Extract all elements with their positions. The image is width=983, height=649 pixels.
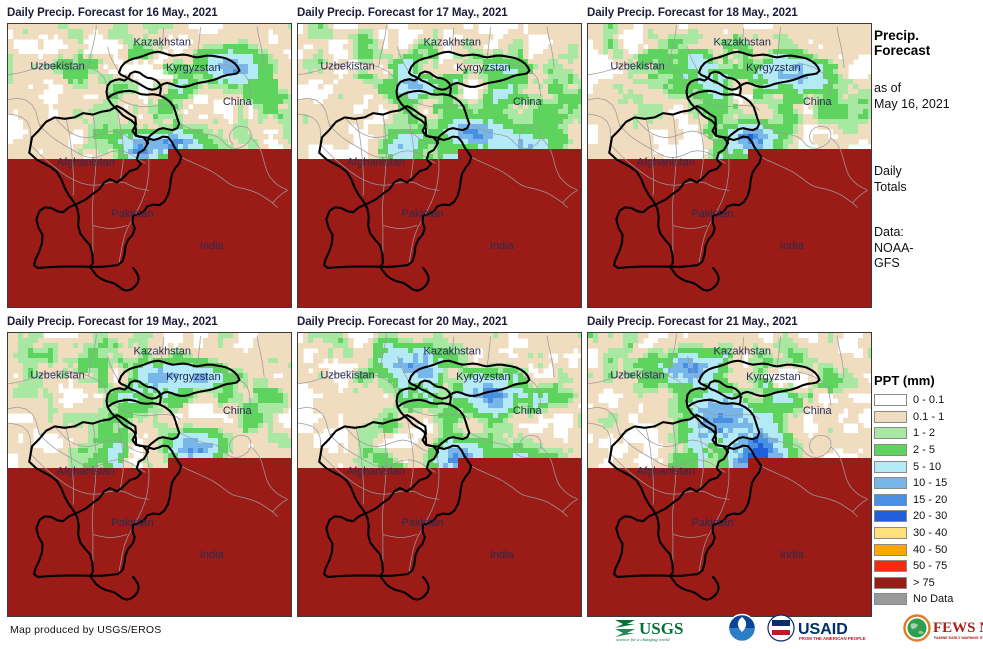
legend-swatch	[874, 527, 907, 540]
legend-swatch	[874, 394, 907, 407]
legend-label: 10 - 15	[913, 477, 948, 490]
panel-title: Daily Precip. Forecast for 17 May., 2021	[297, 7, 508, 19]
figure-title-line2: Forecast	[874, 43, 931, 58]
legend-row: 30 - 40	[874, 525, 983, 542]
legend-label: 30 - 40	[913, 527, 948, 540]
precip-raster-canvas	[588, 333, 871, 616]
legend-label: 0 - 0.1	[913, 394, 945, 407]
data-source-line1: Data:	[874, 225, 904, 239]
period-line2: Totals	[874, 179, 907, 194]
panel-title: Daily Precip. Forecast for 18 May., 2021	[587, 7, 798, 19]
asof-line2: May 16, 2021	[874, 96, 950, 111]
legend-swatch	[874, 477, 907, 490]
legend-rows: 0 - 0.1 0.1 - 1 1 - 2 2 - 5 5 - 10 10 - 15 15 …	[874, 392, 983, 608]
panel-title: Daily Precip. Forecast for 16 May., 2021	[7, 7, 218, 19]
legend-row: 0 - 0.1	[874, 392, 983, 409]
precip-raster-canvas	[298, 24, 581, 307]
legend-swatch	[874, 460, 907, 473]
legend-row: 2 - 5	[874, 442, 983, 459]
legend-label: 0.1 - 1	[913, 410, 945, 423]
panel-map-frame	[587, 23, 872, 308]
legend-row: > 75	[874, 575, 983, 592]
fewsnet-logo: FEWS NET FAMINE EARLY WARNING SYSTEMS NE…	[903, 613, 983, 643]
legend-row: 20 - 30	[874, 508, 983, 525]
legend-label: 5 - 10	[913, 460, 942, 473]
legend-swatch	[874, 510, 907, 523]
legend-label: 40 - 50	[913, 543, 948, 556]
legend-swatch	[874, 493, 907, 506]
noaa-logo	[727, 613, 757, 643]
legend-row: 40 - 50	[874, 541, 983, 558]
svg-text:USGS: USGS	[639, 619, 683, 638]
panel-map-frame	[7, 23, 292, 308]
svg-text:USAID: USAID	[798, 621, 848, 638]
logo-bar: USGS science for a changing world USAID …	[613, 613, 983, 643]
legend-label: 15 - 20	[913, 493, 948, 506]
legend-label: No Data	[913, 593, 954, 606]
legend-swatch	[874, 593, 907, 606]
svg-text:FAMINE EARLY WARNING SYSTEMS N: FAMINE EARLY WARNING SYSTEMS NETWORK	[934, 636, 983, 640]
svg-text:FEWS NET: FEWS NET	[933, 620, 983, 636]
panel-title: Daily Precip. Forecast for 19 May., 2021	[7, 316, 218, 328]
legend-row: 50 - 75	[874, 558, 983, 575]
legend-swatch	[874, 576, 907, 589]
usaid-logo: USAID FROM THE AMERICAN PEOPLE	[766, 613, 894, 643]
legend-label: 1 - 2	[913, 427, 936, 440]
asof-line1: as of	[874, 81, 902, 95]
legend-swatch	[874, 560, 907, 573]
legend-swatch	[874, 444, 907, 457]
precip-raster-canvas	[588, 24, 871, 307]
precip-raster-canvas	[8, 333, 291, 616]
panel-map-frame	[297, 332, 582, 617]
svg-text:FROM THE AMERICAN PEOPLE: FROM THE AMERICAN PEOPLE	[799, 636, 866, 641]
legend-label: 2 - 5	[913, 444, 936, 457]
legend-row: 5 - 10	[874, 458, 983, 475]
legend-swatch	[874, 427, 907, 440]
info-column: Precip. Forecast as of May 16, 2021 Dail…	[874, 28, 983, 272]
panel-map-frame	[7, 332, 292, 617]
period-line1: Daily	[874, 164, 902, 178]
legend-label: > 75	[913, 576, 935, 589]
panel-title: Daily Precip. Forecast for 21 May., 2021	[587, 316, 798, 328]
legend-label: 50 - 75	[913, 560, 948, 573]
data-source-line3: GFS	[874, 256, 900, 270]
panel-map-frame	[297, 23, 582, 308]
figure-title-line1: Precip.	[874, 28, 920, 43]
panel-title: Daily Precip. Forecast for 20 May., 2021	[297, 316, 508, 328]
legend-row: 1 - 2	[874, 425, 983, 442]
legend-swatch	[874, 543, 907, 556]
svg-text:science for a changing world: science for a changing world	[616, 637, 670, 642]
panel-map-frame	[587, 332, 872, 617]
legend-label: 20 - 30	[913, 510, 948, 523]
map-credit: Map produced by USGS/EROS	[10, 624, 162, 636]
legend-row: No Data	[874, 591, 983, 608]
data-source-line2: NOAA-	[874, 240, 914, 255]
legend-row: 10 - 15	[874, 475, 983, 492]
legend: PPT (mm) 0 - 0.1 0.1 - 1 1 - 2 2 - 5 5 - 10 1…	[874, 373, 983, 608]
precip-raster-canvas	[8, 24, 291, 307]
legend-swatch	[874, 410, 907, 423]
legend-row: 0.1 - 1	[874, 409, 983, 426]
precip-raster-canvas	[298, 333, 581, 616]
legend-row: 15 - 20	[874, 492, 983, 509]
usgs-logo: USGS science for a changing world	[613, 613, 718, 643]
legend-title: PPT (mm)	[874, 373, 935, 388]
